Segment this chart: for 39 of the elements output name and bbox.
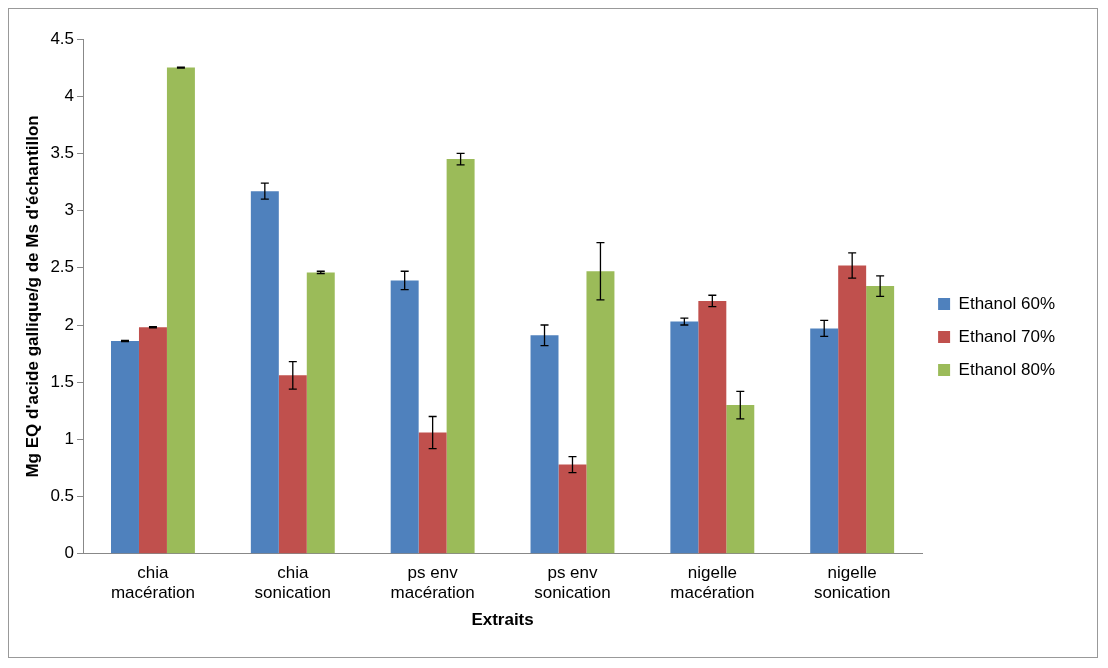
bar <box>726 405 755 554</box>
bar <box>670 321 699 554</box>
y-tick-label: 0.5 <box>50 486 75 506</box>
bar <box>530 335 559 554</box>
y-tick-label: 4 <box>64 85 75 105</box>
x-tick-label: chia sonication <box>254 562 332 603</box>
bar <box>586 271 615 554</box>
bar <box>810 328 839 554</box>
bar <box>418 432 447 554</box>
bar <box>698 300 727 554</box>
x-tick-label: chia macération <box>110 562 196 603</box>
bar <box>138 327 167 554</box>
x-tick-label: nigelle sonication <box>813 562 891 603</box>
x-tick-label: nigelle macération <box>670 562 755 603</box>
y-tick-label: 1 <box>64 429 75 449</box>
legend-label: Ethanol 60% <box>958 293 1055 313</box>
y-tick-label: 0 <box>64 543 75 563</box>
legend-label: Ethanol 80% <box>958 359 1055 379</box>
y-tick-label: 2.5 <box>50 257 75 277</box>
bar <box>558 464 587 554</box>
x-tick-label: ps env macération <box>390 562 475 603</box>
y-tick-label: 3.5 <box>50 143 75 163</box>
y-axis-title: Mg EQ d'acide gallique/g de Ms d'échantillon <box>22 115 42 478</box>
y-tick-label: 2 <box>64 314 75 334</box>
bar <box>446 159 475 554</box>
bar <box>250 191 279 554</box>
bar <box>111 341 139 554</box>
bar <box>278 375 307 554</box>
y-tick-label: 4.5 <box>50 28 75 48</box>
y-tick-label: 3 <box>64 200 75 220</box>
bar <box>166 67 195 554</box>
x-axis-title: Extraits <box>471 610 534 630</box>
y-tick-label: 1.5 <box>50 371 75 391</box>
bar <box>838 265 867 554</box>
bar <box>390 280 419 554</box>
bar <box>306 272 335 554</box>
x-tick-label: ps env sonication <box>534 562 611 603</box>
bar <box>866 286 895 554</box>
legend-label: Ethanol 70% <box>958 326 1055 346</box>
